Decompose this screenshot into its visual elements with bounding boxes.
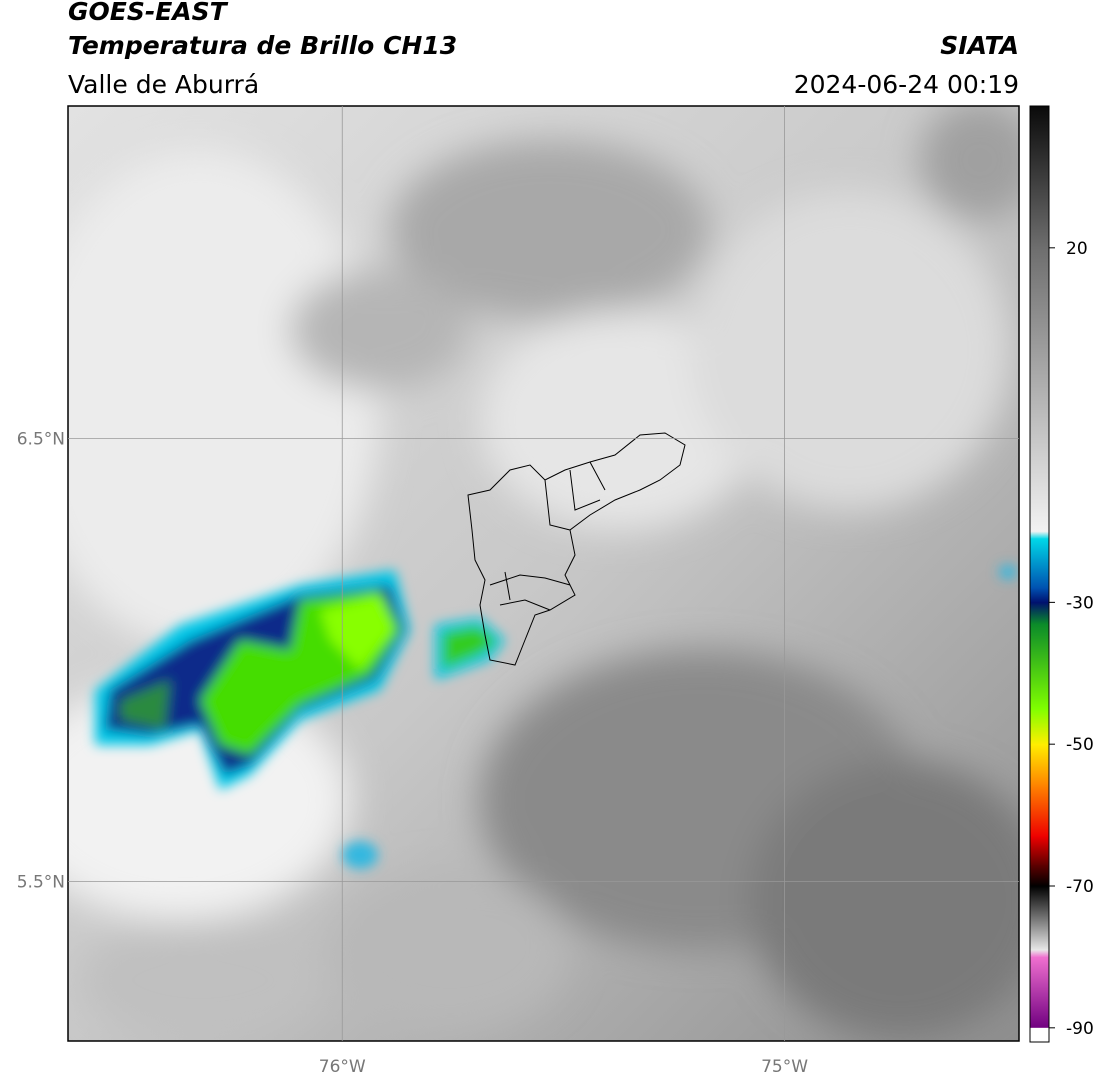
timestamp: 2024-06-24 00:19: [794, 70, 1019, 99]
colorbar-segment: [1030, 247, 1049, 532]
colorbar-segment: [1030, 602, 1049, 625]
lat-label: 5.5°N: [17, 872, 65, 892]
colorbar-segment: [1030, 708, 1049, 745]
lon-label: 76°W: [319, 1057, 366, 1077]
colorbar-tick-label: -50: [1066, 735, 1094, 755]
colorbar-tick-label: -30: [1066, 593, 1094, 613]
colorbar-tick-label: -90: [1066, 1019, 1094, 1039]
colorbar-tick-label: -70: [1066, 877, 1094, 897]
source: SIATA: [940, 31, 1019, 60]
colorbar-segment: [1030, 836, 1049, 866]
colorbar-segment: [1030, 1027, 1049, 1043]
colorbar-segment: [1030, 588, 1049, 603]
colorbar-segment: [1030, 949, 1049, 958]
colorbar-segment: [1030, 864, 1049, 887]
lat-label: 6.5°N: [17, 429, 65, 449]
lon-label: 75°W: [761, 1057, 808, 1077]
colorbar-frame: [1029, 105, 1050, 1043]
colorbar-segment: [1030, 786, 1049, 837]
satellite-image: [68, 106, 1019, 1041]
colorbar-segment: [1030, 744, 1049, 788]
colorbar-tick-label: 20: [1066, 239, 1088, 259]
colorbar-segment: [1030, 886, 1049, 951]
colorbar-segment: [1030, 538, 1049, 589]
colorbar-segment: [1030, 956, 1049, 1029]
colorbar-segment: [1030, 623, 1049, 710]
title: GOES-EAST: [68, 0, 229, 26]
colorbar-segment: [1030, 106, 1049, 249]
map-frame: [67, 105, 1020, 1042]
subtitle: Temperatura de Brillo CH13: [68, 31, 457, 60]
colorbar-segment: [1030, 531, 1049, 540]
region: Valle de Aburrá: [68, 70, 259, 99]
